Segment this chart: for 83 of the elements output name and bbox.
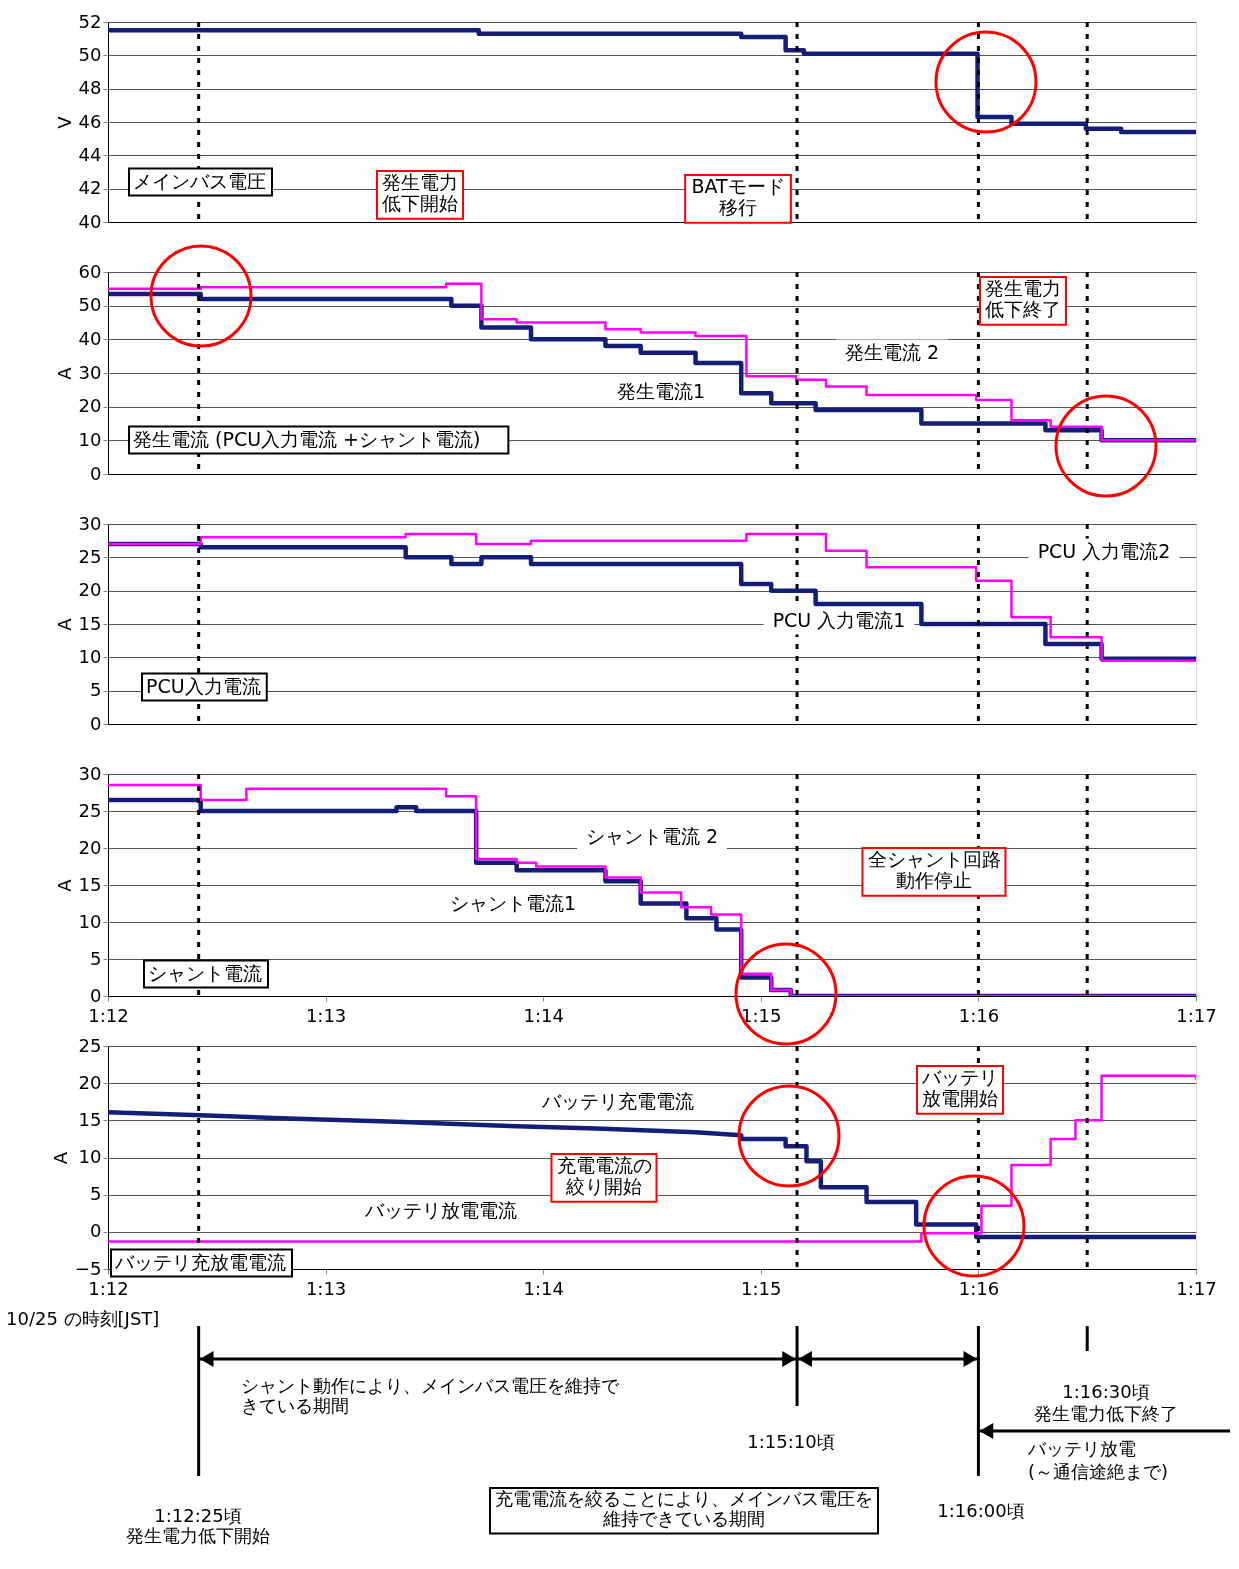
x-tick-label: 1:13 [305,1277,347,1299]
y-tick-label: 10 [78,910,102,932]
series-label: シャント電流 2 [585,825,719,847]
y-tick-label: 10 [78,428,102,450]
series-label: PCU 入力電流2 [1037,540,1171,562]
y-axis-title: A [49,1151,71,1165]
annotation: バッテリ放電開始 [921,1066,998,1109]
text: (～通信途絶まで) [1028,1461,1169,1482]
y-tick-label: 15 [78,612,102,634]
x-tick-label: 1:17 [1176,1004,1217,1026]
annotation: BATモード移行 [691,175,785,218]
x-tick-label: 1:17 [1176,1277,1217,1299]
y-tick-label: 0 [90,712,102,734]
y-tick-label: 20 [78,1071,102,1093]
y-tick-label: 10 [78,645,102,667]
y-tick-label: 44 [78,143,102,165]
annotation: 発生電力低下終了 [985,277,1061,320]
y-tick-label: 20 [78,836,102,858]
y-tick-label: 42 [78,177,102,199]
text: メインバス電圧 [133,170,266,192]
text: 発生電流 (PCU入力電流 +シャント電流) [133,428,481,450]
y-tick-label: 5 [90,679,102,701]
text: バッテリ放電 [1027,1438,1136,1459]
x-axis-title: 10/25 の時刻[JST] [6,1308,160,1329]
text: バッテリ充放電電流 [114,1251,286,1273]
y-tick-label: 25 [78,1034,102,1056]
y-tick-label: 25 [78,799,102,821]
x-tick-label: 1:15 [741,1277,782,1299]
annotation: 充電電流の絞り開始 [556,1154,652,1197]
text: 1:16:00頃 [937,1500,1025,1521]
y-tick-label: 40 [78,210,102,232]
x-tick-label: 1:16 [958,1004,1000,1026]
y-tick-label: 15 [78,873,102,895]
y-tick-label: 5 [90,1183,102,1205]
y-tick-label: 46 [78,110,102,132]
x-tick-label: 1:14 [523,1277,564,1299]
series-label: シャント電流1 [449,892,577,914]
series-label: 発生電流 2 [844,341,940,363]
line-series [108,1109,1196,1240]
y-tick-label: 50 [78,294,102,316]
y-tick-label: 0 [90,462,102,484]
x-tick-label: 1:14 [523,1004,564,1026]
text: 1:15:10頃 [747,1431,835,1452]
series-label: 発生電流1 [616,380,706,402]
y-tick-label: 60 [78,260,102,282]
x-tick-label: 1:15 [741,1004,782,1026]
annotation: 発生電力低下開始 [382,171,458,214]
text: 発生電力低下終了 [1034,1403,1178,1424]
x-tick-label: 1:13 [305,1004,347,1026]
y-tick-label: 30 [78,361,102,383]
series-label: PCU 入力電流1 [772,609,906,631]
y-axis-title: V [53,115,75,129]
text: 充電電流を絞ることにより、メインバス電圧を維持できている期間 [495,1488,873,1529]
y-tick-label: 0 [90,984,102,1006]
y-tick-label: 25 [78,545,102,567]
y-tick-label: 50 [78,43,102,65]
y-tick-label: 5 [90,947,102,969]
text: PCU入力電流 [146,675,261,697]
x-tick-label: 1:12 [88,1277,129,1299]
y-tick-label: 20 [78,395,102,417]
y-tick-label: −5 [74,1257,102,1279]
y-tick-label: 52 [78,10,102,32]
y-tick-label: 10 [78,1146,102,1167]
y-axis-title: A [53,617,75,631]
x-tick-label: 1:16 [958,1277,1000,1299]
y-tick-label: 30 [78,512,102,534]
y-tick-label: 40 [78,327,102,349]
y-tick-label: 20 [78,579,102,601]
y-tick-label: 0 [90,1220,102,1242]
annotation: 全シャント回路動作停止 [867,848,1001,891]
y-tick-label: 30 [78,762,102,784]
series-label: バッテリ放電電流 [364,1199,517,1221]
text: 発生電力低下開始 [126,1525,270,1546]
x-tick-label: 1:12 [88,1004,129,1026]
y-axis-title: A [53,366,75,380]
text: シャント動作により、メインバス電圧を維持できている期間 [241,1375,620,1416]
text: 1:12:25頃 [154,1505,242,1526]
text: 1:16:30頃 [1062,1381,1150,1402]
y-tick-label: 15 [78,1108,102,1130]
y-axis-title: A [53,878,75,892]
series-label: バッテリ充電電流 [541,1090,694,1112]
text: シャント電流 [148,962,262,984]
y-tick-label: 48 [78,77,102,99]
